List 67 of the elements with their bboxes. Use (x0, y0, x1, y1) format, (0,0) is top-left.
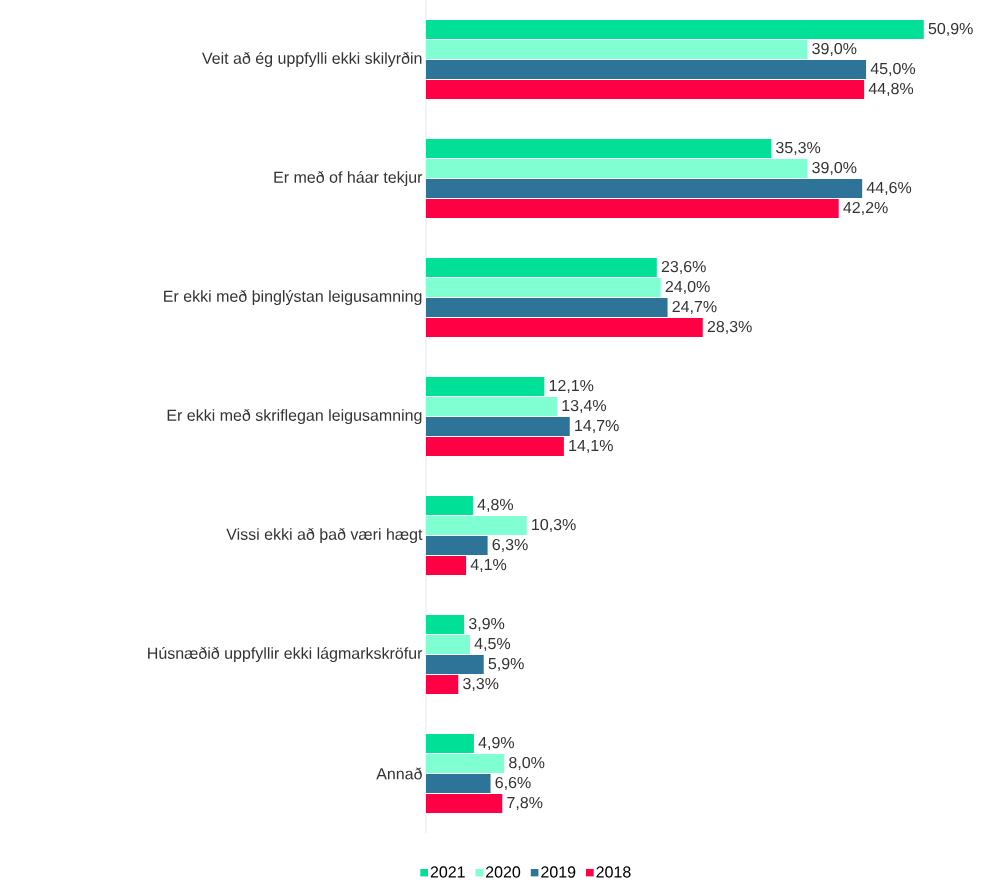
data-label: 39,0% (812, 161, 857, 176)
data-label: 14,1% (569, 439, 613, 454)
bar (426, 675, 459, 695)
data-label: 10,3% (532, 518, 576, 533)
legend-label: 2018 (596, 866, 631, 878)
data-label: 3,3% (463, 677, 499, 692)
data-label: 45,0% (870, 62, 916, 77)
data-label: 23,6% (661, 260, 706, 275)
bar (426, 635, 470, 655)
data-label: 50,9% (928, 22, 973, 37)
data-label: 35,3% (776, 141, 821, 156)
data-label: 44,8% (868, 82, 914, 97)
bar (426, 417, 570, 437)
bar (426, 516, 527, 536)
bar (426, 258, 657, 278)
y-tick-label: Er með of háar tekjur (274, 170, 423, 187)
data-label: 42,2% (843, 201, 888, 216)
data-label: 8,0% (509, 756, 545, 771)
data-label: 13,4% (562, 399, 607, 414)
bar (426, 40, 808, 59)
bar (426, 60, 867, 79)
data-label: 39,0% (812, 42, 857, 57)
bar (426, 655, 484, 675)
bar (426, 159, 808, 178)
y-tick-label: Vissi ekki að það væri hægt (226, 527, 423, 544)
bar (426, 278, 661, 298)
bar (426, 754, 505, 774)
y-tick-label: Húsnæðið uppfyllir ekki lágmarkskröfur (148, 646, 423, 663)
bar (426, 536, 488, 556)
data-label: 24,0% (665, 280, 710, 295)
bar (426, 615, 465, 635)
bar (426, 179, 863, 198)
bar (426, 496, 473, 516)
bar (426, 734, 474, 754)
bar (426, 298, 668, 318)
data-label: 44,6% (866, 181, 912, 196)
bar (426, 437, 564, 457)
data-label: 5,9% (488, 657, 524, 672)
data-label: 4,1% (470, 558, 507, 573)
bar (426, 397, 558, 417)
bar (426, 20, 924, 39)
legend-label: 2021 (430, 866, 465, 878)
bar (426, 774, 491, 794)
bar (426, 318, 703, 338)
data-label: 4,5% (474, 637, 511, 652)
data-label: 24,7% (672, 300, 717, 315)
data-label: 28,3% (707, 320, 752, 335)
bar (426, 199, 839, 219)
data-label: 12,1% (549, 379, 594, 394)
data-label: 7,8% (507, 796, 543, 811)
bar (426, 80, 865, 99)
data-label: 6,3% (492, 538, 528, 553)
data-label: 14,7% (575, 419, 619, 434)
data-label: 4,8% (477, 498, 514, 513)
y-tick-label: Veit að ég uppfylli ekki skilyrðin (202, 51, 422, 68)
bar (426, 556, 467, 576)
bar (426, 794, 503, 814)
legend-label: 2019 (541, 866, 576, 878)
data-label: 3,9% (468, 617, 505, 632)
bar (426, 139, 772, 158)
data-label: 4,9% (478, 736, 515, 751)
legend-label: 2020 (486, 866, 521, 878)
bar (426, 377, 545, 397)
y-tick-label: Er ekki með skriflegan leigusamning (167, 408, 422, 425)
y-tick-label: Annað (376, 767, 422, 780)
data-label: 6,6% (495, 776, 531, 791)
y-tick-label: Er ekki með þinglýstan leigusamning (164, 289, 422, 306)
